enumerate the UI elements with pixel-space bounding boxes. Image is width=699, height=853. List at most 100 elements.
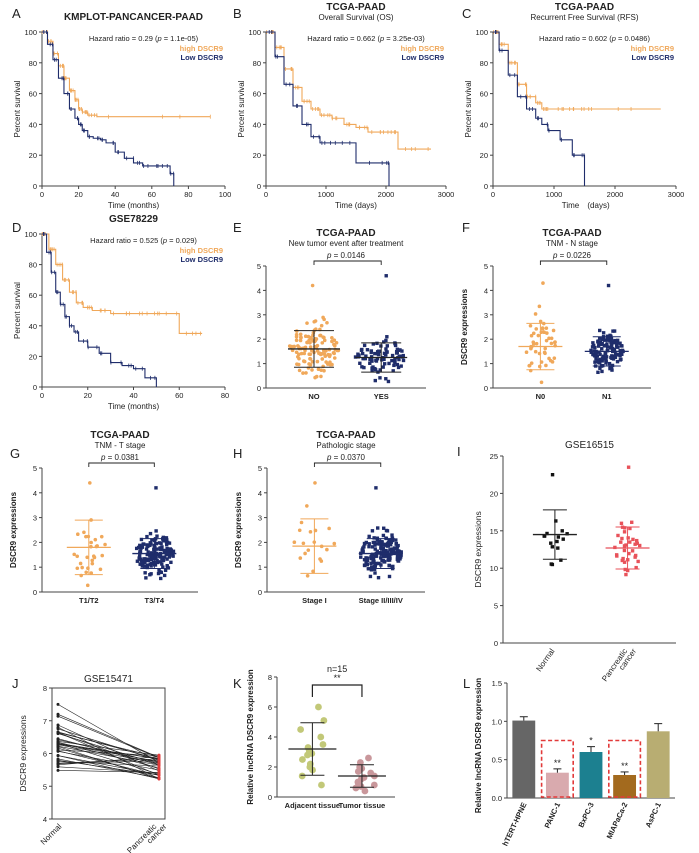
- data-point: [612, 329, 617, 333]
- y-tick-label: 100: [248, 28, 261, 37]
- data-point: [393, 357, 397, 361]
- data-point: [531, 331, 536, 336]
- data-point: [396, 559, 401, 563]
- data-point: [297, 368, 302, 373]
- data-point: [299, 520, 304, 525]
- data-point: [371, 365, 375, 369]
- hazard-ratio-prefix: Hazard ratio = 0.29 (: [89, 34, 158, 43]
- data-point: [638, 543, 642, 548]
- y-tick-label: 1.5: [492, 679, 502, 688]
- data-point: [609, 355, 613, 360]
- pair-line: [57, 728, 160, 761]
- data-point: [167, 555, 171, 559]
- data-point: [553, 340, 557, 344]
- data-point: [150, 552, 155, 557]
- pair-line: [57, 743, 160, 762]
- data-point: [171, 553, 175, 557]
- data-point: [606, 283, 611, 288]
- data-point: [384, 274, 388, 278]
- y-tick-label: 5: [494, 602, 498, 611]
- p-number: = 0.0226: [557, 251, 591, 260]
- normal-point: [56, 754, 60, 758]
- data-point: [533, 312, 538, 316]
- data-point: [390, 533, 394, 537]
- y-tick-label: 0: [257, 182, 261, 191]
- y-tick-label: 4: [484, 286, 488, 295]
- data-point: [607, 361, 612, 366]
- data-point: [169, 548, 174, 552]
- series-line: [42, 233, 203, 334]
- x-category-label: BxPC-3: [576, 801, 595, 829]
- y-tick-label: 15: [490, 527, 498, 536]
- data-point: [394, 538, 398, 542]
- data-point: [370, 529, 375, 533]
- data-point: [82, 530, 86, 535]
- data-point: [373, 547, 377, 551]
- data-point: [370, 556, 375, 561]
- normal-point: [56, 723, 60, 727]
- data-point: [375, 357, 380, 361]
- pair-line: [57, 761, 160, 767]
- x-category-label: T3/T4: [145, 596, 165, 605]
- panel-letter: D: [12, 220, 21, 235]
- p-label: p: [100, 453, 106, 462]
- data-point: [609, 336, 614, 341]
- data-point: [362, 365, 366, 370]
- data-point: [608, 346, 613, 350]
- panel-title: TCGA-PAAD: [542, 228, 601, 239]
- data-point: [334, 340, 339, 345]
- data-point: [397, 354, 401, 358]
- data-point: [75, 554, 80, 559]
- pair-line: [57, 758, 160, 779]
- data-point: [395, 557, 400, 561]
- panel-letter: L: [463, 676, 470, 691]
- y-axis-label: Relative lncRNA DSCR9 expression: [246, 669, 255, 804]
- data-point: [317, 733, 325, 741]
- data-point: [622, 530, 627, 534]
- pair-line: [57, 770, 160, 773]
- data-point: [540, 327, 545, 331]
- data-point: [551, 328, 556, 333]
- data-point: [610, 363, 615, 368]
- x-tick-label: 1000: [546, 190, 563, 199]
- data-point: [620, 558, 624, 563]
- data-point: [389, 549, 393, 554]
- data-point: [633, 542, 637, 546]
- p-number: = 0.0381: [105, 453, 139, 462]
- x-tick-label: 40: [111, 190, 119, 199]
- normal-point: [56, 763, 60, 767]
- data-point: [528, 323, 533, 328]
- data-point: [598, 328, 602, 333]
- data-point: [158, 560, 163, 564]
- data-point: [381, 365, 385, 369]
- data-point: [332, 338, 337, 343]
- data-point: [370, 781, 378, 789]
- data-point: [373, 378, 377, 383]
- data-point: [143, 571, 147, 575]
- x-tick-label: 1000: [318, 190, 335, 199]
- data-point: [313, 481, 317, 485]
- y-tick-label: 10: [490, 564, 498, 573]
- data-point: [388, 556, 392, 560]
- y-tick-label: 0: [484, 182, 488, 191]
- data-point: [72, 552, 77, 557]
- x-tick-label: 0: [491, 190, 495, 199]
- data-point: [139, 559, 144, 563]
- data-point: [165, 563, 169, 568]
- data-point: [630, 520, 634, 524]
- data-point: [391, 369, 395, 373]
- bar: [545, 772, 569, 798]
- data-point: [145, 563, 150, 567]
- data-point: [549, 562, 553, 566]
- data-point: [624, 572, 628, 577]
- x-axis-label: Time (months): [108, 402, 160, 411]
- data-point: [615, 554, 619, 558]
- data-point: [593, 360, 597, 364]
- data-point: [289, 344, 294, 349]
- data-point: [616, 345, 620, 349]
- data-point: [395, 554, 400, 558]
- data-point: [369, 350, 373, 355]
- pair-line: [57, 738, 160, 766]
